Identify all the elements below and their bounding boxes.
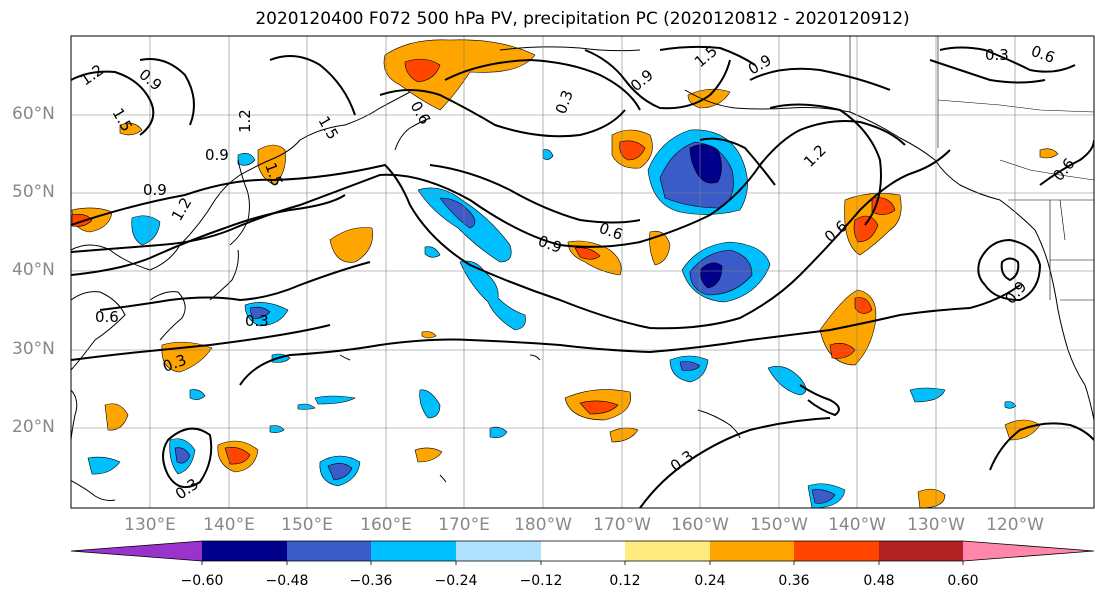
map-background [71, 36, 1094, 508]
pv-contours [71, 45, 1094, 508]
lon-label: 140°E [203, 515, 255, 535]
lon-label: 120°W [986, 515, 1044, 535]
colorbar-segment [287, 541, 371, 561]
colorbar-segment [710, 541, 794, 561]
contour-label: 0.3 [985, 46, 1009, 64]
contour-label: 0.3 [245, 312, 269, 330]
colorbar [70, 540, 1095, 565]
colorbar-segment [963, 541, 1094, 561]
contour-label: 1.2 [236, 109, 254, 133]
lon-label: 140°W [828, 515, 886, 535]
lon-label: 160°E [360, 515, 412, 535]
lat-label: 30°N [12, 339, 55, 359]
colorbar-tick-label: −0.60 [180, 573, 224, 589]
colorbar-segment [202, 541, 287, 561]
grid [71, 36, 1094, 508]
colorbar-segment [625, 541, 710, 561]
contour-label: 0.6 [95, 308, 119, 326]
colorbar-segment [371, 541, 456, 561]
colorbar-tick-label: 0.36 [778, 573, 810, 589]
colorbar-tick-label: 0.48 [863, 573, 895, 589]
colorbar-segment [71, 541, 202, 561]
colorbar-segment [456, 541, 541, 561]
lat-label: 40°N [12, 260, 55, 280]
colorbar-segment [794, 541, 879, 561]
colorbar-tick-label: 0.12 [609, 573, 641, 589]
colorbar-tick-label: −0.12 [519, 573, 563, 589]
lat-label: 60°N [12, 104, 55, 124]
lon-label: 150°E [281, 515, 333, 535]
precip-shading [71, 39, 1059, 508]
lon-label: 170°W [593, 515, 651, 535]
colorbar-segment [541, 541, 625, 561]
colorbar-tick-label: −0.24 [434, 573, 478, 589]
colorbar-tick-label: 0.60 [947, 573, 979, 589]
colorbar-segment [879, 541, 963, 561]
map-title: 2020120400 F072 500 hPa PV, precipitatio… [255, 9, 910, 29]
lat-label: 20°N [12, 417, 55, 437]
lon-label: 130°W [907, 515, 965, 535]
lon-label: 160°W [671, 515, 729, 535]
borders [849, 36, 1094, 301]
lon-label: 170°E [438, 515, 490, 535]
colorbar-tick-label: 0.24 [694, 573, 726, 589]
lat-label: 50°N [12, 182, 55, 202]
lon-label: 130°E [124, 515, 176, 535]
contour-label: 0.9 [143, 181, 167, 199]
colorbar-tick-label: −0.36 [349, 573, 393, 589]
coastlines [71, 46, 1094, 501]
lon-label: 180°W [514, 515, 572, 535]
lon-label: 150°W [750, 515, 808, 535]
contour-label: 0.9 [205, 146, 229, 164]
map-frame [70, 35, 1095, 509]
colorbar-tick-label: −0.48 [265, 573, 309, 589]
